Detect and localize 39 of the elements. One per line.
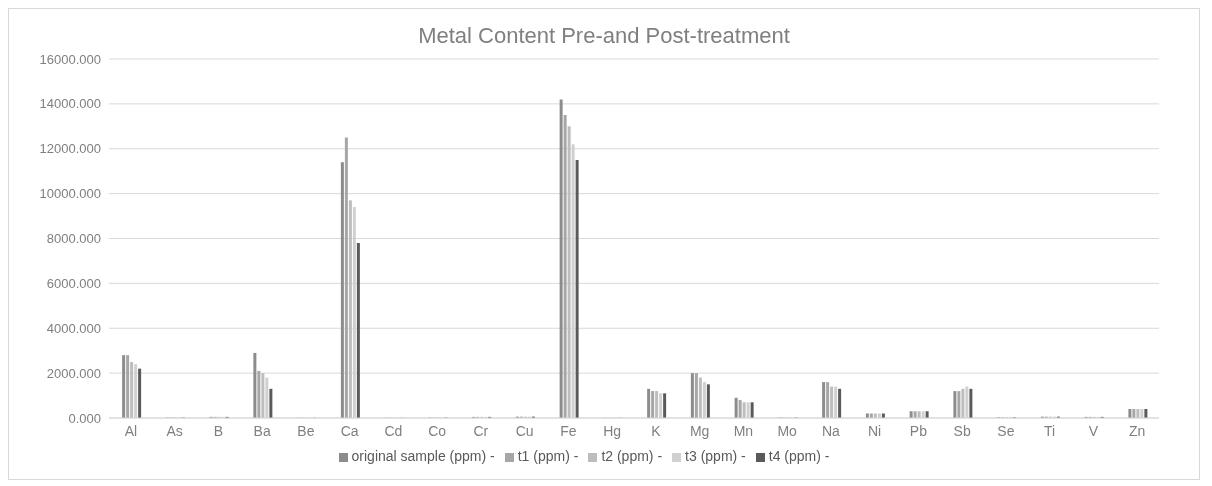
y-tick-label: 16000.000: [39, 51, 101, 67]
y-tick-label: 12000.000: [39, 141, 101, 157]
x-tick-label: B: [213, 422, 224, 439]
y-tick-label: 6000.000: [46, 275, 101, 291]
legend-label: original sample (ppm) -: [351, 448, 495, 464]
x-tick-label: Mo: [777, 422, 798, 439]
x-tick-label: Pb: [909, 422, 928, 439]
chart-title: Metal Content Pre-and Post-treatment: [417, 23, 791, 49]
x-tick-label: Ni: [868, 422, 882, 439]
legend-label: t3 (ppm) -: [685, 448, 746, 464]
x-tick-label: K: [651, 422, 662, 439]
x-tick-label: Al: [124, 422, 138, 439]
y-tick-label: 0.000: [68, 410, 101, 426]
x-tick-label: V: [1088, 422, 1099, 439]
y-tick-label: 4000.000: [46, 320, 101, 336]
x-tick-label: Cd: [384, 422, 403, 439]
x-tick-label: Mn: [733, 422, 754, 439]
x-tick-label: Cu: [515, 422, 534, 439]
x-tick-label: Hg: [603, 422, 622, 439]
x-tick-label: Co: [428, 422, 447, 439]
x-tick-label: Sb: [953, 422, 971, 439]
y-tick-label: 10000.000: [39, 186, 101, 202]
x-tick-label: Na: [821, 422, 841, 439]
y-tick-label: 14000.000: [39, 96, 101, 112]
x-tick-label: Ba: [253, 422, 271, 439]
legend-label: t4 (ppm) -: [768, 448, 830, 464]
x-tick-label: Mg: [689, 422, 710, 439]
x-tick-label: Be: [297, 422, 315, 439]
x-tick-label: Se: [997, 422, 1015, 439]
y-tick-label: 2000.000: [46, 365, 101, 381]
x-tick-label: Ca: [340, 422, 359, 439]
x-tick-label: As: [166, 422, 183, 439]
x-tick-label: Zn: [1128, 422, 1146, 439]
legend-label: t2 (ppm) -: [601, 448, 663, 464]
y-tick-label: 8000.000: [46, 231, 101, 247]
x-tick-label: Cr: [473, 422, 489, 439]
legend-label: t1 (ppm) -: [517, 448, 579, 464]
x-tick-label: Fe: [560, 422, 577, 439]
x-tick-label: Ti: [1044, 422, 1056, 439]
